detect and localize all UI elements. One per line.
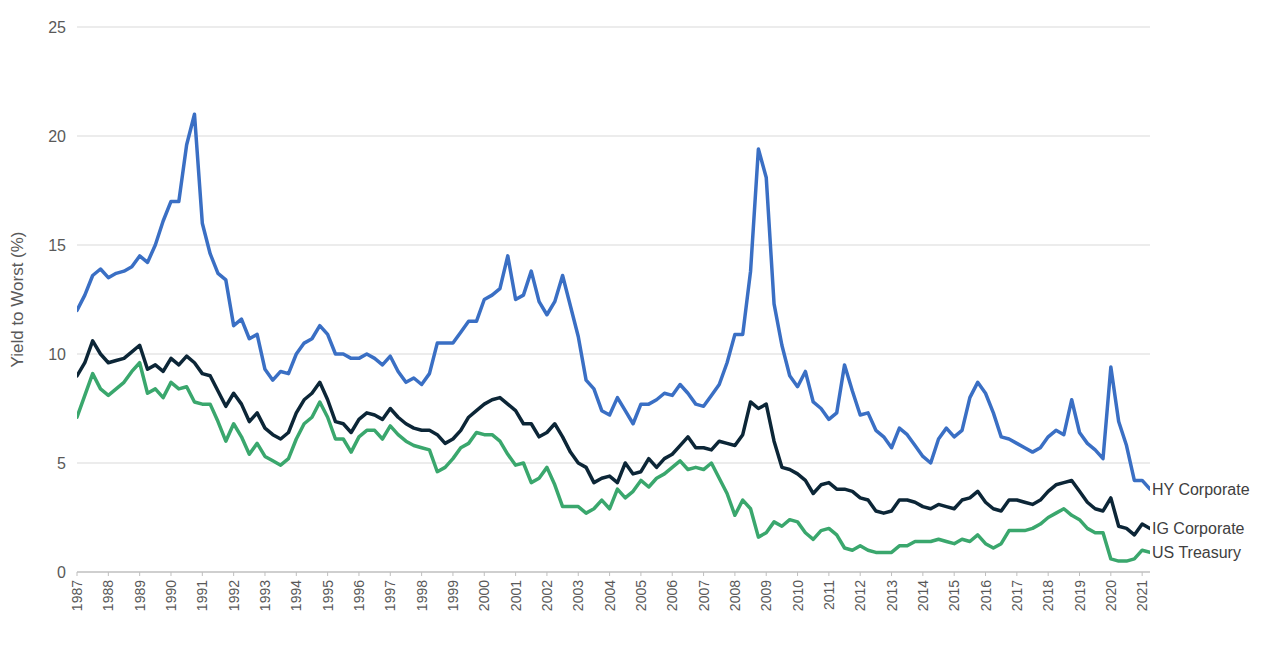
x-tick-label: 1993 (257, 580, 273, 611)
x-tick-label: 1999 (445, 580, 461, 611)
y-tick-label: 15 (48, 237, 66, 254)
x-tick-label: 2018 (1040, 580, 1056, 611)
lines (77, 114, 1150, 561)
x-tick (202, 572, 203, 576)
x-tick-label: 2013 (884, 580, 900, 611)
x-tick-label: 2021 (1134, 580, 1150, 611)
y-tick-label: 20 (48, 128, 66, 145)
y-tick-label: 10 (48, 346, 66, 363)
x-tick (170, 572, 171, 576)
x-tick-label: 1990 (163, 580, 179, 611)
x-tick (139, 572, 140, 576)
x-tick (77, 572, 78, 576)
x-tick-label: 2002 (539, 580, 555, 611)
grid-line (77, 27, 1150, 28)
x-tick (985, 572, 986, 576)
x-tick-label: 2016 (978, 580, 994, 611)
x-tick (797, 572, 798, 576)
x-tick-label: 1991 (194, 580, 210, 611)
x-tick-label: 1987 (69, 580, 85, 611)
x-tick-label: 2007 (696, 580, 712, 611)
x-tick-label: 2006 (664, 580, 680, 611)
y-tick-label: 5 (57, 455, 66, 472)
grid-line (77, 572, 1150, 573)
x-tick (421, 572, 422, 576)
series-line (77, 341, 1150, 535)
x-tick (327, 572, 328, 576)
x-tick-label: 2012 (852, 580, 868, 611)
chart: 0 5 10 15 20 25 1987 1988 1989 1990 1991 1992 1993 19… (0, 0, 1280, 646)
x-tick-label: 1988 (100, 580, 116, 611)
x-tick-label: 2010 (790, 580, 806, 611)
series-line (77, 363, 1150, 561)
x-tick (233, 572, 234, 576)
x-tick-label: 2015 (946, 580, 962, 611)
x-tick (703, 572, 704, 576)
x-tick (860, 572, 861, 576)
x-tick-label: 1992 (226, 580, 242, 611)
grid-line (77, 245, 1150, 246)
x-tick-label: 2019 (1072, 580, 1088, 611)
x-tick (264, 572, 265, 576)
grid-line (77, 463, 1150, 464)
x-tick (484, 572, 485, 576)
x-tick (828, 572, 829, 576)
y-tick-label: 25 (48, 19, 66, 36)
x-tick-label: 2005 (633, 580, 649, 611)
x-tick-label: 2011 (821, 580, 837, 610)
x-tick-label: 2000 (476, 580, 492, 611)
x-tick (108, 572, 109, 576)
x-tick-label: 2020 (1103, 580, 1119, 611)
x-tick-label: 1998 (414, 580, 430, 611)
x-tick-label: 1996 (351, 580, 367, 611)
x-tick (546, 572, 547, 576)
x-tick (578, 572, 579, 576)
grid (77, 27, 1150, 572)
series-label: IG Corporate (1152, 520, 1245, 537)
grid-line (77, 136, 1150, 137)
x-tick (1048, 572, 1049, 576)
x-tick-label: 1995 (320, 580, 336, 611)
x-tick (515, 572, 516, 576)
x-tick-label: 2017 (1009, 580, 1025, 611)
x-tick (1079, 572, 1080, 576)
x-tick (390, 572, 391, 576)
x-tick-label: 2014 (915, 580, 931, 611)
x-tick-label: 2008 (727, 580, 743, 611)
x-tick (452, 572, 453, 576)
x-tick-label: 2009 (758, 580, 774, 611)
x-tick (640, 572, 641, 576)
series-label: HY Corporate (1152, 481, 1250, 498)
series-label: US Treasury (1152, 544, 1241, 561)
x-tick (891, 572, 892, 576)
x-tick-label: 2001 (508, 580, 524, 611)
x-axis-line (77, 572, 1150, 573)
x-tick-label: 1989 (132, 580, 148, 611)
x-tick (296, 572, 297, 576)
x-tick-label: 1994 (288, 580, 304, 611)
x-tick-label: 2003 (570, 580, 586, 611)
x-tick (1110, 572, 1111, 576)
x-tick (1016, 572, 1017, 576)
x-tick (1142, 572, 1143, 576)
x-tick (609, 572, 610, 576)
x-tick (734, 572, 735, 576)
x-tick (922, 572, 923, 576)
y-tick-label: 0 (57, 564, 66, 581)
y-axis-label: Yield to Worst (%) (8, 231, 27, 367)
x-tick (672, 572, 673, 576)
x-tick (358, 572, 359, 576)
grid-line (77, 354, 1150, 355)
x-tick-label: 2004 (602, 580, 618, 611)
x-tick (954, 572, 955, 576)
x-tick-label: 1997 (382, 580, 398, 611)
x-tick (766, 572, 767, 576)
